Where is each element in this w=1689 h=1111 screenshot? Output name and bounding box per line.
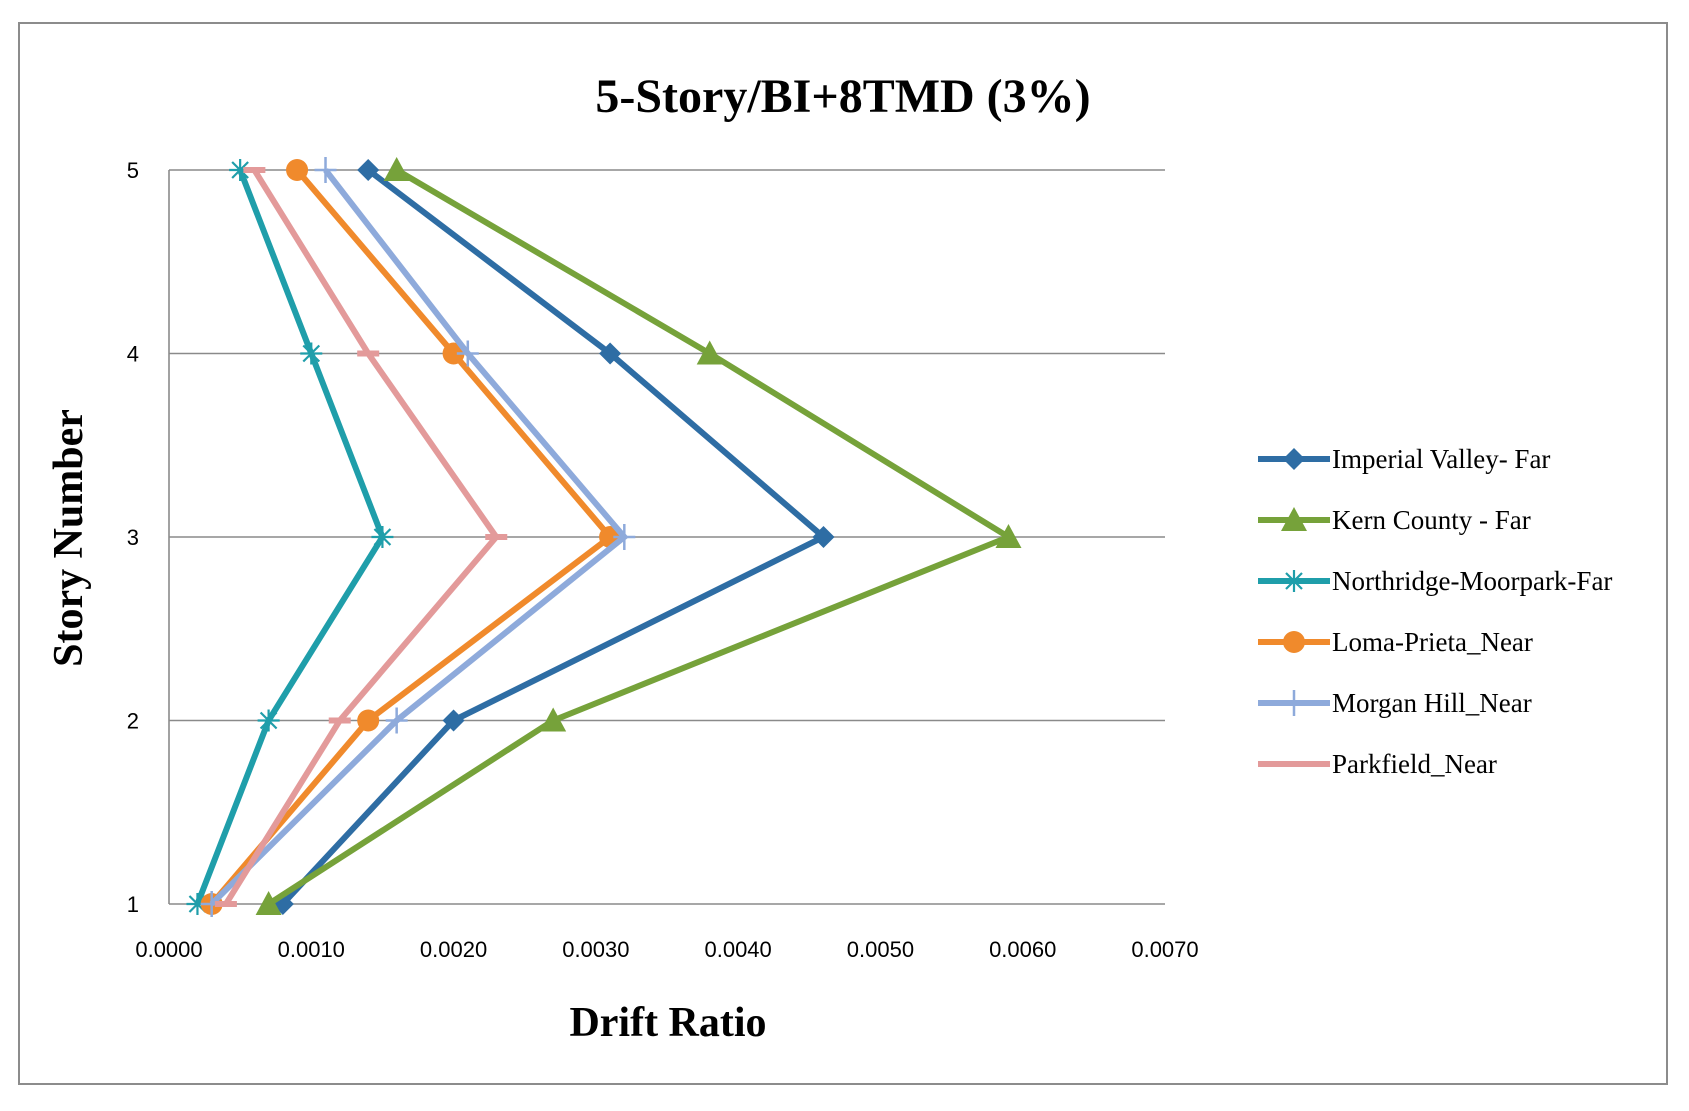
x-tick-labels: 0.0000 0.0010 0.0020 0.0030 0.0040 0.0050 0.00… — [135, 937, 1198, 962]
legend-swatch-marker — [1281, 507, 1307, 531]
series-4 — [200, 157, 636, 917]
data-point — [328, 717, 351, 724]
legend-label: Parkfield_Near — [1332, 749, 1497, 779]
data-point — [357, 159, 380, 181]
x-tick-label: 0.0050 — [847, 937, 914, 962]
data-point — [229, 159, 252, 181]
legend-swatch-marker — [1283, 448, 1305, 470]
data-point — [540, 707, 567, 732]
chart-frame — [18, 22, 1668, 1085]
chart-title: 5-Story/BI+8TMD (3%) — [595, 70, 1090, 123]
data-point — [613, 524, 636, 550]
series-5 — [214, 167, 508, 907]
legend-label: Morgan Hill_Near — [1332, 688, 1532, 718]
x-tick-label: 0.0060 — [989, 937, 1056, 962]
y-tick-label: 4 — [127, 342, 139, 367]
legend-item: Loma-Prieta_Near — [1258, 627, 1533, 657]
legend-item: Northridge-Moorpark-Far — [1258, 566, 1612, 596]
data-point — [812, 526, 835, 548]
x-tick-label: 0.0040 — [704, 937, 771, 962]
data-point — [995, 524, 1022, 548]
legend-swatch-marker — [1283, 570, 1305, 592]
legend-item: Morgan Hill_Near — [1258, 688, 1532, 718]
grid-lines — [169, 169, 1165, 905]
data-point — [371, 526, 394, 548]
y-tick-label: 2 — [127, 709, 139, 734]
data-point — [257, 709, 280, 732]
data-point — [357, 350, 380, 357]
data-point — [442, 342, 465, 365]
x-tick-label: 0.0020 — [420, 937, 487, 962]
y-tick-labels: 1 2 3 4 5 — [127, 158, 139, 917]
legend-label: Kern County - Far — [1332, 505, 1531, 535]
y-tick-label: 5 — [127, 158, 139, 183]
legend: Imperial Valley- Far Kern County - Far Nor… — [1258, 444, 1612, 779]
data-point — [442, 709, 465, 732]
legend-item: Kern County - Far — [1258, 505, 1531, 535]
data-point — [255, 891, 282, 915]
data-point — [243, 167, 266, 173]
y-tick-label: 1 — [127, 892, 139, 917]
legend-label: Imperial Valley- Far — [1332, 444, 1550, 474]
y-axis-title: Story Number — [46, 409, 92, 667]
legend-swatch-marker — [1283, 761, 1305, 767]
legend-label: Loma-Prieta_Near — [1332, 627, 1533, 657]
data-point — [696, 340, 723, 365]
series-1 — [255, 157, 1022, 915]
x-tick-label: 0.0010 — [278, 937, 345, 962]
data-point — [456, 340, 479, 367]
data-point — [383, 157, 410, 181]
x-tick-label: 0.0000 — [135, 937, 202, 962]
data-point — [214, 901, 237, 907]
data-point — [485, 534, 508, 540]
data-point — [186, 893, 209, 915]
data-point — [314, 157, 337, 183]
data-point — [286, 159, 309, 181]
series-2 — [186, 159, 394, 915]
data-point — [357, 709, 380, 732]
legend-item: Parkfield_Near — [1258, 749, 1497, 779]
y-tick-label: 3 — [127, 525, 139, 550]
x-tick-label: 0.0030 — [562, 937, 629, 962]
data-point — [385, 707, 408, 734]
legend-item: Imperial Valley- Far — [1258, 444, 1550, 474]
legend-label: Northridge-Moorpark-Far — [1332, 566, 1612, 596]
x-axis-title: Drift Ratio — [569, 1000, 766, 1046]
series-group — [186, 157, 1022, 917]
x-tick-label: 0.0070 — [1131, 937, 1198, 962]
legend-swatch-marker — [1283, 631, 1305, 653]
legend-swatch-marker — [1283, 690, 1305, 716]
data-point — [599, 342, 622, 365]
data-point — [300, 342, 323, 365]
